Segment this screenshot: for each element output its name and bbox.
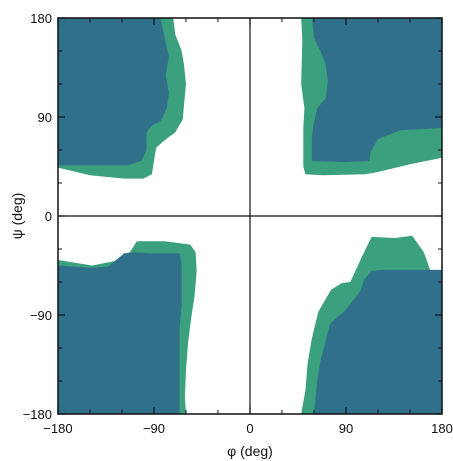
allowed-regions — [58, 18, 442, 414]
y-tick-label: −180 — [23, 407, 52, 422]
inner-region-1 — [58, 18, 169, 166]
y-tick-label: 0 — [45, 209, 52, 224]
x-tick-label: −180 — [43, 421, 72, 436]
y-axis-ticks: −180 −90 0 90 180 — [23, 11, 442, 422]
y-tick-label: −90 — [30, 308, 52, 323]
inner-region-3 — [311, 18, 442, 163]
y-tick-label: 180 — [30, 11, 52, 26]
x-tick-label: 90 — [339, 421, 353, 436]
y-axis-label: ψ (deg) — [9, 193, 25, 240]
x-tick-label: 180 — [431, 421, 453, 436]
x-tick-label: 0 — [246, 421, 253, 436]
y-tick-label: 90 — [38, 110, 52, 125]
inner-region-4 — [314, 269, 442, 414]
x-tick-label: −90 — [143, 421, 165, 436]
x-axis-ticks: −180 −90 0 90 180 — [43, 18, 453, 436]
x-axis-label: φ (deg) — [227, 443, 273, 459]
minor-ticks — [58, 18, 442, 414]
inner-region-2 — [58, 252, 182, 414]
